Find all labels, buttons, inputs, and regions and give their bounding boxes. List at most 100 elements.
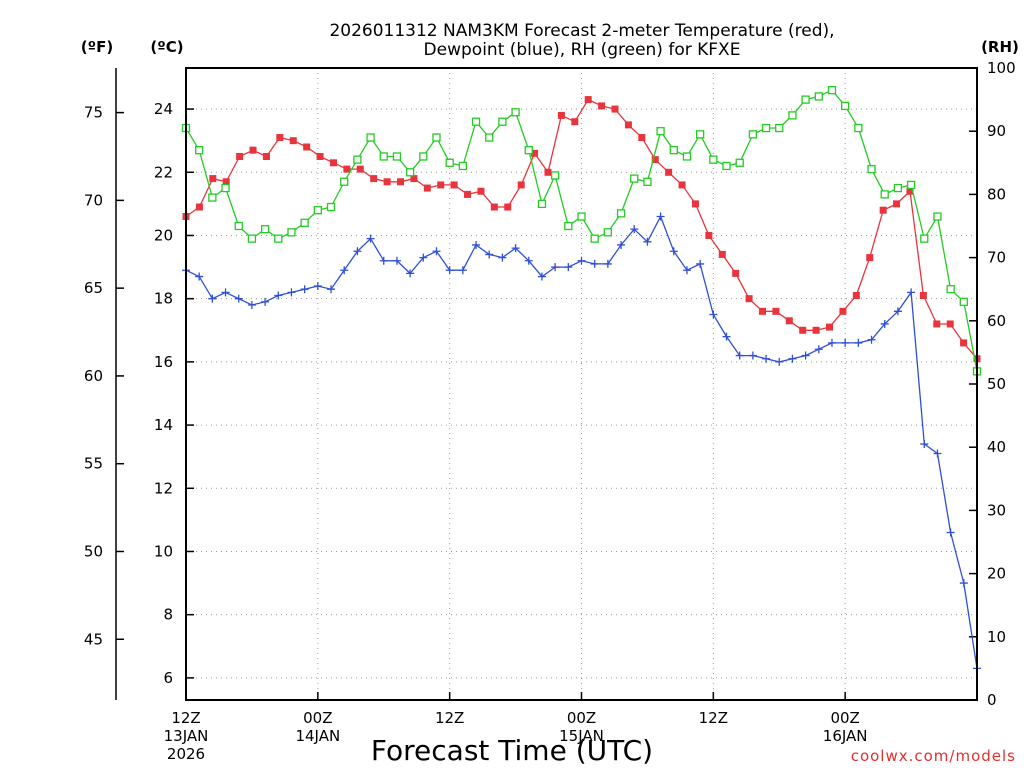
dewpoint-point xyxy=(564,263,573,272)
x-tick-date-label: 16JAN xyxy=(823,727,868,745)
rh-point xyxy=(748,130,758,139)
2-meter-temperature-point xyxy=(437,181,445,189)
rh-point xyxy=(432,133,441,142)
dewpoint-point xyxy=(722,332,731,341)
dewpoint-point xyxy=(432,247,441,256)
dewpoint-point xyxy=(893,307,902,316)
dewpoint-point xyxy=(300,285,309,294)
2-meter-temperature-point xyxy=(826,323,834,331)
celsius-tick-label: 12 xyxy=(154,479,173,497)
2-meter-temperature-point xyxy=(356,165,364,173)
x-tick-label: 12Z xyxy=(435,709,464,727)
rh-tick-label: 90 xyxy=(987,122,1006,140)
2-meter-temperature-point xyxy=(651,156,659,164)
2-meter-temperature-point xyxy=(370,175,378,183)
rh-point xyxy=(946,285,955,294)
rh-point xyxy=(590,234,599,243)
dewpoint-point xyxy=(841,338,850,347)
dewpoint-point xyxy=(880,319,889,328)
2-meter-temperature-point xyxy=(598,102,606,110)
2-meter-temperature-point xyxy=(410,175,418,183)
dewpoint-point xyxy=(419,253,428,262)
dewpoint-point xyxy=(458,266,467,275)
rh-point xyxy=(788,111,797,120)
2-meter-temperature-point xyxy=(946,320,954,328)
dewpoint-point xyxy=(630,225,639,234)
rh-point xyxy=(287,228,296,237)
2-meter-temperature-point xyxy=(678,181,686,189)
2-meter-temperature-point xyxy=(222,178,230,186)
dewpoint-point xyxy=(696,259,705,268)
rh-point xyxy=(524,146,533,155)
dewpoint-point xyxy=(366,234,375,243)
fahrenheit-tick-label: 75 xyxy=(84,104,103,122)
dewpoint-point xyxy=(524,256,533,265)
rh-tick-label: 80 xyxy=(987,185,1006,203)
fahrenheit-unit-label: (ºF) xyxy=(81,38,113,56)
rh-point xyxy=(696,130,705,139)
rh-point xyxy=(827,85,837,95)
rh-point xyxy=(537,199,547,209)
2-meter-temperature-point xyxy=(397,178,405,186)
rh-point xyxy=(511,108,520,117)
rh-point xyxy=(260,225,270,234)
rh-point xyxy=(841,101,850,111)
rh-point xyxy=(485,133,494,142)
2-meter-temperature-point xyxy=(852,292,860,300)
dewpoint-point xyxy=(814,345,823,354)
dewpoint-point xyxy=(682,266,691,275)
2-meter-temperature-point xyxy=(531,149,539,157)
x-axis-title: Forecast Time (UTC) xyxy=(371,734,653,767)
rh-tick-label: 10 xyxy=(987,628,1006,646)
x-tick-label: 00Z xyxy=(567,709,596,727)
rh-point xyxy=(195,146,204,155)
celsius-unit-label: (ºC) xyxy=(150,38,183,56)
rh-point xyxy=(722,161,731,171)
rh-point xyxy=(880,190,889,199)
rh-point xyxy=(643,177,652,186)
rh-point xyxy=(933,212,942,221)
2-meter-temperature-point xyxy=(879,206,887,214)
x-tick-date-label: 13JAN xyxy=(164,727,209,745)
dewpoint-point xyxy=(920,440,929,449)
dewpoint-point xyxy=(656,212,665,221)
rh-line xyxy=(185,89,978,372)
2-meter-temperature-point xyxy=(933,320,941,328)
2-meter-temperature-point xyxy=(209,175,217,183)
dewpoint-point xyxy=(353,247,362,256)
2-meter-temperature-point xyxy=(812,326,820,334)
2-meter-temperature-point xyxy=(316,152,324,160)
celsius-tick-label: 10 xyxy=(154,542,173,560)
celsius-tick-label: 8 xyxy=(163,606,173,624)
2-meter-temperature-point xyxy=(919,292,927,300)
dewpoint-point xyxy=(340,266,349,275)
rh-point xyxy=(471,117,481,126)
2-meter-temperature-point xyxy=(504,203,512,211)
rh-point xyxy=(564,221,573,231)
rh-point xyxy=(326,202,336,212)
rh-point xyxy=(682,152,692,161)
rh-tick-label: 30 xyxy=(987,501,1006,519)
2-meter-temperature-point xyxy=(262,152,270,160)
2-meter-temperature-point xyxy=(289,137,297,145)
2-meter-temperature-point xyxy=(195,203,203,211)
celsius-tick-label: 24 xyxy=(154,100,173,118)
rh-tick-label: 20 xyxy=(987,565,1006,583)
dewpoint-point xyxy=(247,301,256,309)
dewpoint-point xyxy=(709,310,718,319)
rh-tick-label: 0 xyxy=(987,691,997,709)
dewpoint-point xyxy=(537,272,546,281)
fahrenheit-tick-label: 70 xyxy=(84,191,103,209)
2-meter-temperature-point xyxy=(785,317,793,325)
2-meter-temperature-point xyxy=(477,187,485,195)
dewpoint-point xyxy=(867,335,876,344)
2-meter-temperature-point xyxy=(544,168,552,176)
dewpoint-point xyxy=(959,579,968,588)
2-meter-temperature-point xyxy=(557,111,565,119)
dewpoint-point xyxy=(498,253,507,262)
2-meter-temperature-point xyxy=(571,118,579,126)
dewpoint-point xyxy=(854,338,863,347)
dewpoint-point xyxy=(669,247,678,256)
celsius-tick-label: 16 xyxy=(154,353,173,371)
